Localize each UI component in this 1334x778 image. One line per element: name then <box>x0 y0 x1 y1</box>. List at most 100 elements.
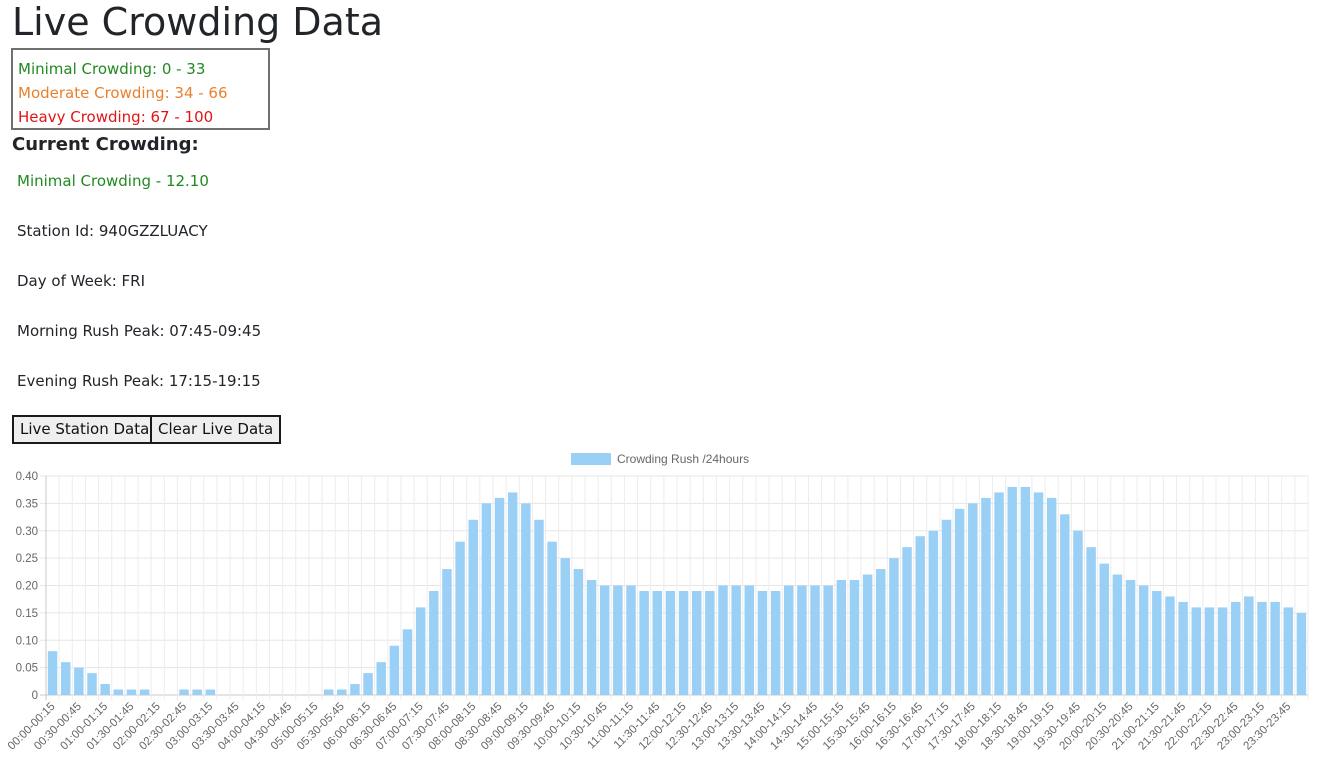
bar <box>402 629 413 695</box>
bar <box>810 585 820 695</box>
bar <box>599 585 610 695</box>
bar <box>968 503 978 695</box>
y-tick-label: 0.15 <box>16 608 38 620</box>
y-tick-label: 0.30 <box>16 526 38 538</box>
legend-series-label: Crowding Rush /24hours <box>617 452 749 466</box>
bar <box>1191 607 1201 695</box>
bar <box>1296 612 1307 695</box>
bar <box>1060 514 1070 695</box>
bar <box>47 651 58 695</box>
bar <box>836 580 847 695</box>
y-tick-label: 0.05 <box>16 663 38 675</box>
day-of-week: Day of Week: FRI <box>17 272 146 290</box>
bar <box>1165 596 1175 695</box>
bar <box>1033 492 1044 695</box>
bar <box>1007 486 1017 695</box>
bar <box>179 689 189 695</box>
bar <box>507 492 518 695</box>
bar <box>705 590 715 695</box>
bar <box>1217 607 1228 695</box>
bar <box>192 689 202 695</box>
bar <box>126 689 137 695</box>
y-tick-label: 0.40 <box>16 471 38 483</box>
bar <box>784 585 794 695</box>
bar <box>613 585 623 695</box>
bar <box>1046 497 1057 695</box>
bar <box>1099 563 1109 695</box>
bar <box>876 569 886 695</box>
bar <box>521 503 531 695</box>
bar <box>889 558 899 695</box>
evening-rush-peak: Evening Rush Peak: 17:15-19:15 <box>17 372 261 390</box>
bar <box>205 689 216 695</box>
bar <box>139 689 150 695</box>
bar <box>915 536 925 695</box>
bar <box>494 497 505 695</box>
bar <box>797 585 807 695</box>
bar <box>1204 607 1215 695</box>
bar <box>1073 530 1083 695</box>
bar <box>586 580 597 695</box>
bar <box>731 585 741 695</box>
y-tick-label: 0 <box>32 690 38 702</box>
bar <box>639 590 649 695</box>
bar <box>718 585 728 695</box>
bar <box>1112 574 1123 695</box>
bar <box>323 689 334 695</box>
bar <box>862 574 873 695</box>
legend-heavy: Heavy Crowding: 67 - 100 <box>18 108 214 126</box>
bar <box>547 541 557 695</box>
bar <box>363 673 373 695</box>
bar <box>1283 607 1294 695</box>
bar <box>1178 601 1188 695</box>
bar <box>534 519 544 695</box>
morning-rush-peak: Morning Rush Peak: 07:45-09:45 <box>17 322 262 340</box>
bar <box>573 569 584 695</box>
bar <box>902 547 912 695</box>
bar <box>954 508 965 695</box>
bar <box>1230 601 1241 695</box>
bar <box>770 590 781 695</box>
bar <box>376 662 386 695</box>
bar <box>442 569 452 695</box>
legend-moderate: Moderate Crowding: 34 - 66 <box>18 84 228 102</box>
bar <box>1270 601 1280 695</box>
bar <box>928 530 939 695</box>
bar <box>757 590 768 695</box>
bar <box>652 590 663 695</box>
bar <box>691 590 702 695</box>
page-title: Live Crowding Data <box>12 0 384 44</box>
bar <box>389 645 400 695</box>
bar <box>626 585 636 695</box>
crowding-bar-chart: Crowding Rush /24hours 0 0.05 0.10 0.15 0.20 0… <box>6 452 1309 753</box>
bar <box>994 492 1004 695</box>
bar <box>455 541 465 695</box>
y-tick-label: 0.35 <box>16 498 38 510</box>
bar <box>60 662 71 695</box>
bar <box>744 585 755 695</box>
current-crowding-heading: Current Crowding: <box>12 134 199 155</box>
bar <box>74 667 84 695</box>
bar <box>665 590 676 695</box>
bar <box>1125 580 1136 695</box>
bar <box>350 684 360 695</box>
bar <box>678 590 689 695</box>
current-crowding-status: Minimal Crowding - 12.10 <box>17 172 209 190</box>
crowding-legend-box: Minimal Crowding: 0 - 33 Moderate Crowdi… <box>11 48 270 130</box>
bar <box>941 519 952 695</box>
bar <box>429 590 439 695</box>
clear-live-data-button[interactable]: Clear Live Data <box>150 415 282 444</box>
legend-swatch <box>571 453 611 465</box>
bar <box>1257 601 1267 695</box>
bar <box>1152 590 1162 695</box>
y-tick-label: 0.20 <box>16 581 38 593</box>
bar <box>849 580 860 695</box>
bar <box>1244 596 1254 695</box>
bar <box>823 585 833 695</box>
bar <box>981 497 991 695</box>
bar <box>337 689 347 695</box>
y-tick-label: 0.10 <box>16 635 38 647</box>
bar <box>1020 486 1031 695</box>
bar <box>1086 547 1096 695</box>
live-station-data-button[interactable]: Live Station Data <box>12 415 158 444</box>
